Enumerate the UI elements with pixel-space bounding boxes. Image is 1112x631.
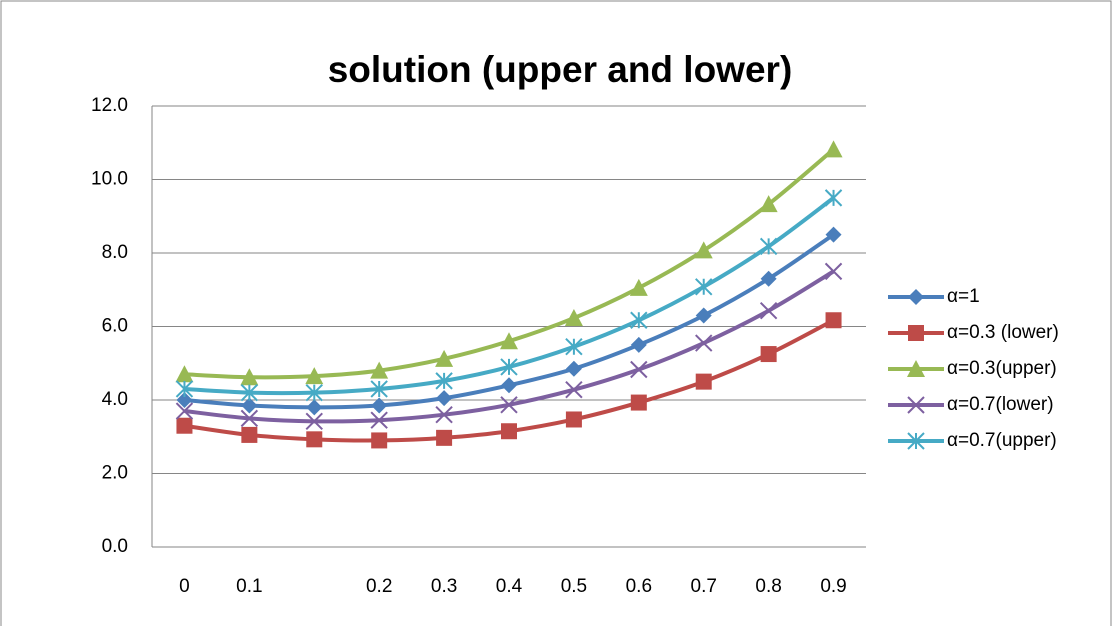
marker: [176, 417, 193, 434]
marker: [630, 311, 648, 329]
marker: [176, 392, 193, 408]
marker: [436, 429, 453, 446]
x-tick-label: 0.9: [820, 576, 846, 597]
marker: [370, 380, 388, 398]
marker: [305, 367, 324, 385]
x-tick-label: 0.8: [755, 576, 781, 597]
marker: [907, 360, 925, 377]
series-markers: [176, 226, 842, 416]
marker: [435, 372, 453, 390]
marker: [501, 377, 517, 394]
marker: [240, 368, 259, 386]
legend-label: α=0.3 (lower): [947, 322, 1059, 343]
marker: [500, 396, 518, 414]
y-tick-label: 0.0: [102, 536, 128, 557]
series-markers: [176, 312, 842, 449]
x-tick-label: 0: [179, 576, 190, 597]
y-tick-label: 10.0: [91, 169, 128, 190]
y-tick-label: 6.0: [102, 316, 128, 337]
marker: [908, 289, 924, 305]
marker: [305, 383, 323, 402]
marker: [435, 349, 454, 367]
legend-label: α=1: [947, 286, 980, 307]
marker: [907, 396, 925, 414]
marker: [695, 334, 713, 352]
marker: [825, 226, 842, 243]
marker: [695, 278, 713, 296]
marker: [824, 189, 843, 207]
marker: [629, 278, 648, 296]
marker: [175, 402, 194, 420]
marker: [370, 411, 388, 429]
legend-label: α=0.7(upper): [947, 430, 1057, 451]
marker: [175, 365, 194, 383]
marker: [241, 426, 258, 443]
marker: [436, 390, 453, 407]
marker: [630, 360, 648, 379]
series-markers: [175, 140, 843, 386]
x-tick-label: 0.1: [236, 576, 262, 597]
marker: [371, 397, 388, 414]
x-tick-label: 0.4: [496, 576, 523, 597]
series-markers: [175, 189, 843, 402]
y-tick-label: 2.0: [102, 463, 128, 484]
marker: [759, 301, 778, 320]
marker: [306, 431, 323, 448]
marker: [565, 411, 582, 428]
chart-title: solution (upper and lower): [328, 49, 793, 90]
y-tick-label: 8.0: [102, 242, 128, 263]
marker: [500, 358, 518, 376]
y-tick-label: 12.0: [91, 95, 128, 116]
x-tick-label: 0.7: [691, 576, 717, 597]
marker: [694, 241, 713, 259]
marker: [370, 361, 389, 379]
marker: [824, 140, 843, 158]
marker: [565, 360, 582, 377]
series-markers: [175, 262, 843, 431]
marker: [306, 399, 323, 416]
marker: [564, 309, 583, 327]
marker: [760, 346, 777, 363]
marker: [824, 262, 843, 281]
marker: [175, 380, 194, 398]
x-tick-label: 0.3: [431, 576, 457, 597]
marker: [908, 325, 924, 341]
marker: [435, 405, 453, 424]
y-tick-label: 4.0: [102, 389, 128, 410]
marker: [630, 394, 647, 411]
legend-label: α=0.7(lower): [947, 394, 1054, 415]
marker: [695, 307, 712, 324]
marker: [371, 432, 388, 449]
x-tick-label: 0.5: [561, 576, 587, 597]
marker: [760, 270, 777, 287]
marker: [240, 409, 259, 428]
marker: [565, 381, 583, 399]
marker: [241, 397, 258, 414]
marker: [630, 336, 647, 353]
marker: [565, 338, 583, 356]
x-tick-label: 0.2: [366, 576, 392, 597]
marker: [501, 423, 517, 440]
marker: [759, 237, 778, 256]
marker: [907, 432, 925, 450]
marker: [500, 332, 518, 350]
marker: [695, 373, 712, 390]
marker: [825, 312, 842, 329]
marker: [759, 195, 778, 213]
marker: [305, 412, 323, 431]
marker: [240, 383, 259, 402]
legend-label: α=0.3(upper): [947, 358, 1057, 379]
x-tick-label: 0.6: [626, 576, 652, 597]
